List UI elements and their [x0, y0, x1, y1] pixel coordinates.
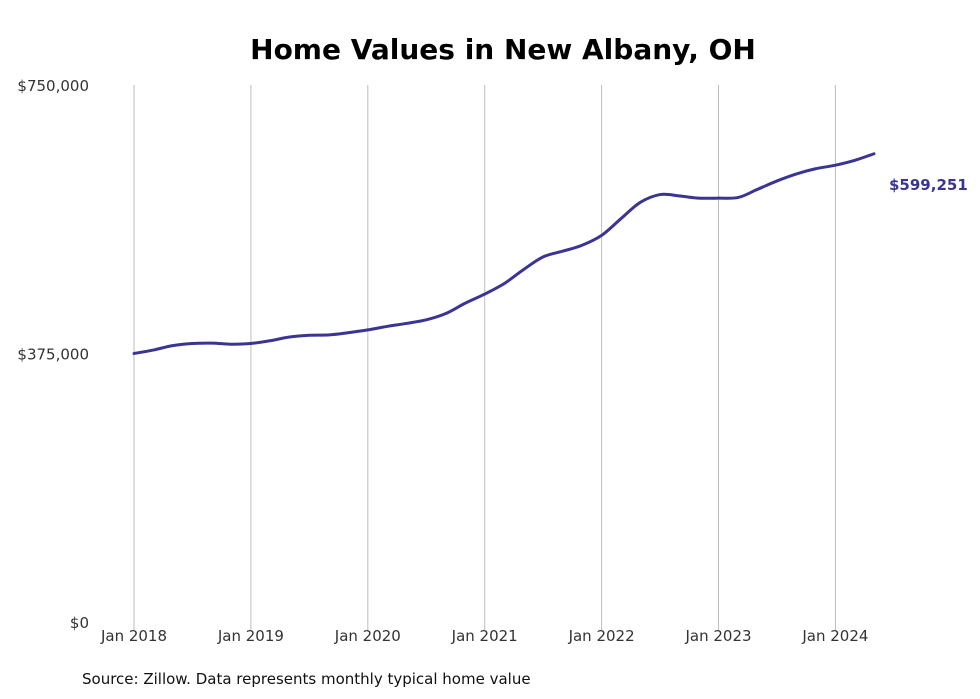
- y-tick-label-2: $750,000: [17, 77, 89, 95]
- x-tick-label-3: Jan 2021: [451, 627, 518, 645]
- x-axis-ticks: Jan 2018 Jan 2019 Jan 2020 Jan 2021 Jan 2022…: [100, 627, 868, 645]
- series-line-0: [132, 152, 876, 355]
- y-tick-label-1: $375,000: [17, 346, 89, 364]
- y-axis-ticks: $0 $375,000 $750,000: [17, 77, 89, 632]
- x-tick-label-4: Jan 2022: [568, 627, 635, 645]
- x-tick-label-1: Jan 2019: [217, 627, 284, 645]
- x-tick-label-6: Jan 2024: [801, 627, 868, 645]
- x-tick-label-0: Jan 2018: [100, 627, 167, 645]
- x-tick-label-2: Jan 2020: [334, 627, 401, 645]
- y-tick-label-0: $0: [70, 614, 89, 632]
- chart-title: Home Values in New Albany, OH: [250, 33, 756, 66]
- grid-lines: [133, 85, 836, 630]
- series-layer: [132, 152, 876, 355]
- source-note: Source: Zillow. Data represents monthly …: [82, 670, 531, 688]
- x-tick-label-5: Jan 2023: [684, 627, 751, 645]
- end-value-label: $599,251: [889, 176, 968, 194]
